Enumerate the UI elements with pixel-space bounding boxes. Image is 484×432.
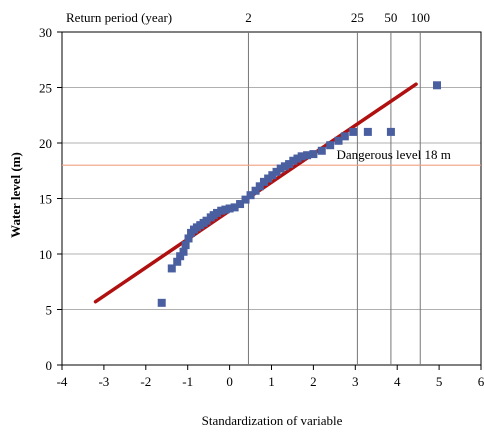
x-tick-label-1: 1 <box>268 374 275 389</box>
data-point-37 <box>317 146 326 155</box>
x-tick-label--3: -3 <box>98 374 109 389</box>
return-period-label-100: 100 <box>410 10 430 25</box>
data-point-42 <box>363 127 372 136</box>
y-tick-label-5: 5 <box>46 303 53 318</box>
x-axis-title: Standardization of variable <box>202 413 343 428</box>
x-tick-label-0: 0 <box>226 374 233 389</box>
data-point-29 <box>276 164 285 173</box>
data-point-30 <box>280 162 289 171</box>
data-point-21 <box>241 195 250 204</box>
data-point-39 <box>334 136 343 145</box>
data-point-0 <box>157 298 166 307</box>
grid-lines <box>62 87 481 310</box>
y-tick-label-25: 25 <box>39 81 52 96</box>
x-tick-label-5: 5 <box>436 374 443 389</box>
data-point-15 <box>213 208 222 217</box>
y-axis-title: Water level (m) <box>8 152 23 238</box>
y-tick-label-10: 10 <box>39 247 52 262</box>
data-point-22 <box>246 191 255 200</box>
data-point-2 <box>173 257 182 266</box>
data-point-31 <box>285 160 294 169</box>
x-tick-label-6: 6 <box>478 374 484 389</box>
data-point-38 <box>326 141 335 150</box>
x-tick-label-4: 4 <box>394 374 401 389</box>
x-tick-label--4: -4 <box>57 374 68 389</box>
data-point-3 <box>176 252 185 261</box>
return-period-labels: 2 25 50 100 <box>245 10 430 25</box>
data-point-23 <box>251 186 260 195</box>
data-point-28 <box>272 167 281 176</box>
data-point-4 <box>179 247 188 256</box>
data-point-24 <box>255 182 264 191</box>
data-point-17 <box>221 205 230 214</box>
return-period-label-25: 25 <box>351 10 364 25</box>
data-point-32 <box>289 156 298 165</box>
data-point-16 <box>217 206 226 215</box>
return-period-label-50: 50 <box>384 10 397 25</box>
data-point-6 <box>184 234 193 243</box>
data-point-5 <box>181 241 190 250</box>
x-tick-label--2: -2 <box>140 374 151 389</box>
y-tick-label-20: 20 <box>39 136 52 151</box>
data-point-40 <box>340 132 349 141</box>
x-tick-label--1: -1 <box>182 374 193 389</box>
data-point-41 <box>349 127 358 136</box>
data-point-44 <box>433 81 442 90</box>
y-tick-label-30: 30 <box>39 25 52 40</box>
x-tick-label-2: 2 <box>310 374 317 389</box>
return-period-label-2: 2 <box>245 10 252 25</box>
y-tick-label-15: 15 <box>39 192 52 207</box>
data-point-35 <box>303 151 312 160</box>
data-point-34 <box>297 152 306 161</box>
return-period-axis-title: Return period (year) <box>66 10 172 25</box>
data-point-27 <box>268 171 277 180</box>
x-tick-label-3: 3 <box>352 374 359 389</box>
data-point-43 <box>386 127 395 136</box>
axis-ticks: -4 -3 -2 -1 0 1 2 3 4 5 6 0 5 10 15 20 25 30 <box>39 25 484 389</box>
data-point-12 <box>202 216 211 225</box>
data-point-26 <box>264 174 273 183</box>
data-point-1 <box>167 264 176 273</box>
dangerous-level-label: Dangerous level 18 m <box>336 147 450 162</box>
data-point-33 <box>293 154 302 163</box>
data-point-20 <box>236 200 245 209</box>
data-point-36 <box>309 150 318 159</box>
data-points <box>157 81 442 307</box>
data-point-19 <box>230 203 239 212</box>
data-point-18 <box>225 204 234 213</box>
y-tick-label-0: 0 <box>46 358 53 373</box>
data-point-25 <box>259 177 268 186</box>
